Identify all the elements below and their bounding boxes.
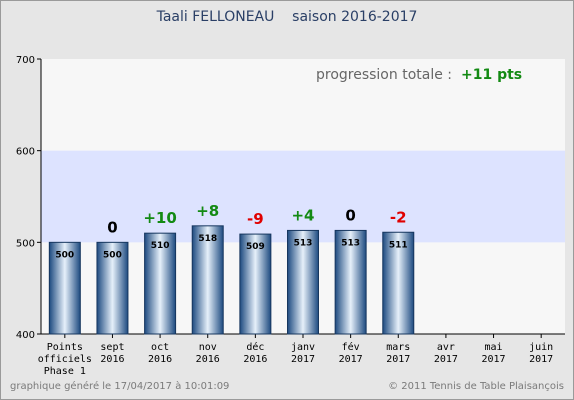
x-tick-label: nov 2016 [196, 342, 220, 365]
delta-label: -9 [247, 210, 264, 228]
x-tick-label: avr 2017 [434, 342, 458, 365]
y-tick-label: 600 [16, 147, 35, 158]
delta-label: 0 [107, 218, 117, 236]
bar [382, 231, 415, 335]
bar [287, 229, 319, 335]
progression-label: progression totale : [316, 67, 452, 83]
rating-bar-chart: 500 500 510 518 509 513 513 511 400 500 600 700 Po… [16, 55, 565, 377]
delta-label: +4 [291, 206, 314, 224]
bar [96, 241, 129, 335]
delta-label: +8 [196, 202, 219, 220]
bar [144, 232, 177, 335]
bar-value-label: 513 [341, 238, 360, 248]
x-tick-label: mars 2017 [386, 342, 410, 365]
x-tick-label: mai 2017 [481, 342, 505, 365]
generated-timestamp: graphique généré le 17/04/2017 à 10:01:0… [10, 381, 230, 392]
bar [48, 241, 81, 335]
bar-value-label: 500 [103, 250, 122, 260]
chart-title: Taali FELLONEAU saison 2016-2017 [156, 9, 418, 25]
delta-label: -2 [390, 208, 407, 226]
bar-value-label: 511 [389, 240, 408, 250]
highlight-band [41, 150, 565, 243]
y-tick-label: 700 [16, 55, 35, 66]
x-tick-label: juin 2017 [529, 342, 553, 365]
y-tick-label: 400 [16, 330, 35, 341]
bar [191, 225, 224, 335]
bar [334, 229, 367, 335]
copyright-notice: © 2011 Tennis de Table Plaisançois [388, 381, 564, 392]
bar-value-label: 509 [246, 242, 265, 252]
x-tick-label: sept 2016 [100, 342, 124, 365]
delta-label: 0 [345, 206, 355, 224]
x-tick-label: fév 2017 [339, 341, 363, 365]
x-tick-label: Points officiels Phase 1 [38, 342, 92, 377]
delta-label: +10 [143, 209, 176, 227]
progression-value: +11 pts [461, 67, 522, 83]
x-tick-label: oct 2016 [148, 342, 172, 365]
x-tick-label: déc 2016 [243, 341, 267, 365]
bar-value-label: 500 [55, 250, 74, 260]
bar-value-label: 518 [198, 234, 217, 244]
bar [239, 233, 272, 335]
x-tick-label: janv 2017 [291, 342, 315, 365]
bar-value-label: 510 [151, 241, 170, 251]
y-tick-label: 500 [16, 238, 35, 249]
bar-value-label: 513 [294, 238, 313, 248]
